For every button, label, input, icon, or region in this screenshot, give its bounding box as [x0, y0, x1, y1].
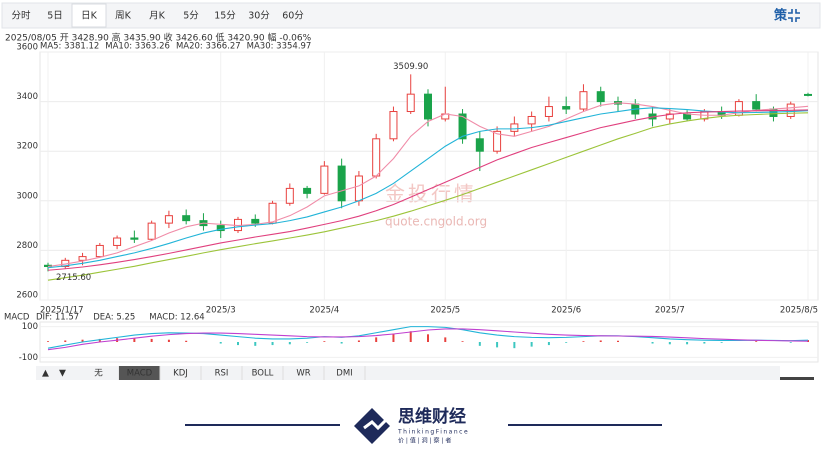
- candle-body: [752, 101, 761, 110]
- tab[interactable]: 30分: [248, 11, 270, 22]
- tab-bar: [1, 2, 821, 29]
- macd-line: [47, 326, 809, 349]
- ma-line: [47, 107, 809, 269]
- macd-line: [47, 328, 809, 351]
- candle-body: [164, 215, 173, 224]
- tab[interactable]: 日K: [81, 11, 98, 22]
- footer-logo: [354, 408, 390, 444]
- scroll-handle[interactable]: [780, 377, 814, 380]
- x-tick-label: 2025/7: [655, 306, 685, 316]
- indicator-tab[interactable]: WR: [296, 369, 310, 379]
- candle-body: [78, 256, 87, 261]
- y-tick-label: 3400: [16, 92, 38, 102]
- macd-title: MACD: [4, 313, 30, 323]
- indicator-tab[interactable]: BOLL: [252, 369, 274, 379]
- indicator-tab[interactable]: DMI: [336, 369, 352, 379]
- candle-body: [475, 138, 484, 152]
- candle-body: [320, 165, 329, 194]
- footer-slogan: 价 | 值 | 洞 | 察 | 者: [398, 437, 451, 445]
- indicator-tab[interactable]: MACD: [127, 369, 153, 379]
- annotation: 3509.90: [393, 62, 428, 72]
- macd-legend: MACD: 12.64: [149, 313, 204, 323]
- candle-body: [216, 225, 225, 232]
- y-tick-label: 2800: [16, 241, 38, 251]
- candle-body: [113, 237, 122, 246]
- candle-body: [562, 106, 571, 110]
- ma-line: [47, 112, 809, 281]
- annotation: 2715.60: [56, 273, 91, 283]
- candle-body: [337, 165, 346, 202]
- tab[interactable]: 周K: [115, 11, 132, 22]
- x-tick-label: 2025/6: [551, 306, 581, 316]
- candle-body: [683, 113, 692, 120]
- candle-body: [130, 237, 139, 240]
- up-arrow[interactable]: ▲: [42, 369, 49, 379]
- tab[interactable]: 5分: [183, 11, 199, 22]
- ma-line: [47, 109, 809, 271]
- candle-body: [268, 202, 277, 224]
- tab-active: [71, 3, 107, 28]
- y-tick-label: 2600: [16, 291, 38, 301]
- macd-frame: [39, 321, 819, 363]
- x-tick-label: 2025/4: [309, 306, 339, 316]
- x-tick-label: 2025/3: [206, 306, 236, 316]
- tab[interactable]: 5日: [47, 11, 63, 22]
- watermark-url: quote.cngold.org: [385, 215, 487, 229]
- y-tick-label: 3200: [16, 142, 38, 152]
- candle-body: [527, 115, 536, 125]
- candle-body: [354, 175, 363, 202]
- ma-legend: MA20: 3366.27: [176, 42, 241, 52]
- candle-body: [372, 138, 381, 177]
- candle-body: [95, 244, 104, 258]
- candle-body: [596, 91, 605, 103]
- x-tick-label: 2025/8/5: [780, 306, 818, 316]
- x-tick-label: 2025/1/17: [40, 306, 84, 316]
- indicator-tab[interactable]: RSI: [215, 369, 229, 379]
- candle-body: [493, 130, 502, 152]
- macd-legend: DEA: 5.25: [93, 313, 135, 323]
- candle-body: [510, 123, 519, 132]
- indicator-tab[interactable]: 无: [94, 369, 103, 379]
- down-arrow[interactable]: ▼: [59, 369, 66, 379]
- ma-legend: MA5: 3381.12: [40, 42, 99, 52]
- macd-tick-label: 100: [22, 322, 38, 332]
- candle-body: [458, 113, 467, 140]
- footer-brand-en: ThinkingFinance: [397, 429, 469, 436]
- indicator-tab[interactable]: KDJ: [173, 369, 188, 379]
- tab[interactable]: 分时: [11, 10, 31, 22]
- candle-body: [389, 111, 398, 140]
- candle-body: [544, 106, 553, 117]
- macd-tick-label: -100: [19, 353, 38, 363]
- tab[interactable]: 月K: [149, 11, 166, 22]
- candle-body: [251, 218, 260, 224]
- candle-body: [303, 187, 312, 194]
- ma-legend: MA10: 3363.26: [105, 42, 170, 52]
- candle-body: [579, 91, 588, 110]
- footer-brand: 思维财经: [398, 406, 466, 427]
- candle-body: [804, 93, 812, 96]
- strategy-icon[interactable]: 策: [774, 8, 788, 24]
- macd-legend: DIF: 11.57: [36, 313, 79, 323]
- candle-body: [285, 187, 294, 204]
- y-tick-label: 3600: [16, 43, 38, 53]
- indicator-active: [119, 366, 160, 380]
- candle-body: [182, 215, 191, 222]
- x-tick-label: 2025/5: [430, 306, 460, 316]
- fullscreen-icon[interactable]: [788, 9, 800, 22]
- tab[interactable]: 60分: [282, 11, 304, 22]
- candle-body: [406, 93, 415, 113]
- info-line: 2025/08/05 开 3428.90 高 3435.90 收 3426.60…: [5, 32, 312, 44]
- candle-body: [424, 93, 432, 120]
- ma-legend: MA30: 3354.97: [247, 42, 312, 52]
- indicator-bar: [36, 366, 780, 380]
- ma-line: [47, 102, 809, 268]
- y-tick-label: 3000: [16, 191, 38, 201]
- tab[interactable]: 15分: [214, 11, 236, 22]
- candle-body: [147, 222, 156, 240]
